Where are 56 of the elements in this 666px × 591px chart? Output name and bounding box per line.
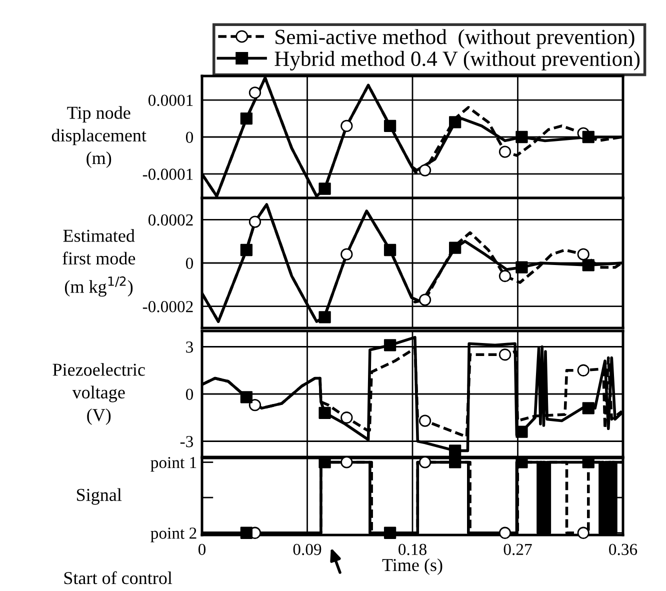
point bbox=[340, 412, 353, 424]
y-tick-label: -3 bbox=[180, 436, 194, 448]
point bbox=[318, 311, 331, 324]
point bbox=[384, 120, 396, 132]
y-tick-label: 0.0002 bbox=[148, 214, 193, 226]
point bbox=[498, 270, 512, 282]
x-tick-label: 0.09 bbox=[293, 544, 322, 556]
point bbox=[448, 444, 462, 457]
point bbox=[577, 364, 590, 376]
point bbox=[498, 146, 512, 158]
x-tick-label: 0.36 bbox=[609, 544, 638, 556]
x-tick-label: 0.18 bbox=[398, 544, 426, 556]
y-tick-label: 0 bbox=[186, 388, 194, 400]
point bbox=[248, 216, 262, 228]
point bbox=[582, 259, 594, 272]
y-axis-title: Estimated first mode (m kg$^{1/2}$) bbox=[62, 229, 136, 297]
legend-label: Semi-active method (without prevention) bbox=[276, 29, 634, 49]
point bbox=[448, 116, 462, 128]
point bbox=[240, 112, 253, 125]
point bbox=[418, 414, 432, 427]
y-tick-label: 0.0001 bbox=[148, 94, 193, 106]
category-label: point 2 bbox=[150, 528, 196, 542]
x-tick-label: 0.27 bbox=[504, 544, 532, 556]
point bbox=[516, 130, 528, 144]
y-axis-title: Piezoelectric voltage (V) bbox=[52, 363, 145, 425]
point bbox=[516, 426, 528, 438]
y-tick-label: 3 bbox=[186, 341, 194, 353]
point bbox=[516, 261, 528, 274]
y-axis-title: Signal bbox=[76, 488, 122, 505]
point bbox=[582, 402, 594, 414]
point bbox=[318, 182, 331, 195]
y-axis-title: Tip node displacement (m) bbox=[52, 106, 146, 168]
point bbox=[240, 391, 253, 404]
point bbox=[248, 398, 262, 412]
legend-label: Hybrid method 0.4 V (without prevention) bbox=[274, 50, 640, 70]
y-tick-label: -0.0001 bbox=[142, 168, 193, 180]
point bbox=[248, 86, 262, 99]
point bbox=[340, 120, 353, 132]
point bbox=[318, 406, 331, 419]
y-tick-label: 0 bbox=[186, 132, 194, 143]
point bbox=[384, 339, 396, 352]
x-tick-label: 0 bbox=[198, 544, 206, 556]
point bbox=[577, 248, 590, 260]
point bbox=[240, 244, 253, 256]
point bbox=[340, 248, 353, 260]
point bbox=[448, 242, 462, 254]
point bbox=[498, 348, 512, 361]
category-label: point 1 bbox=[150, 456, 196, 472]
x-axis-title: Time (s) bbox=[382, 558, 442, 575]
y-tick-label: -0.0002 bbox=[142, 301, 193, 312]
point bbox=[384, 244, 396, 256]
text: Start of control bbox=[64, 571, 172, 584]
point bbox=[582, 130, 594, 144]
point bbox=[418, 294, 432, 306]
point bbox=[418, 164, 432, 176]
y-tick-label: 0 bbox=[186, 258, 194, 269]
